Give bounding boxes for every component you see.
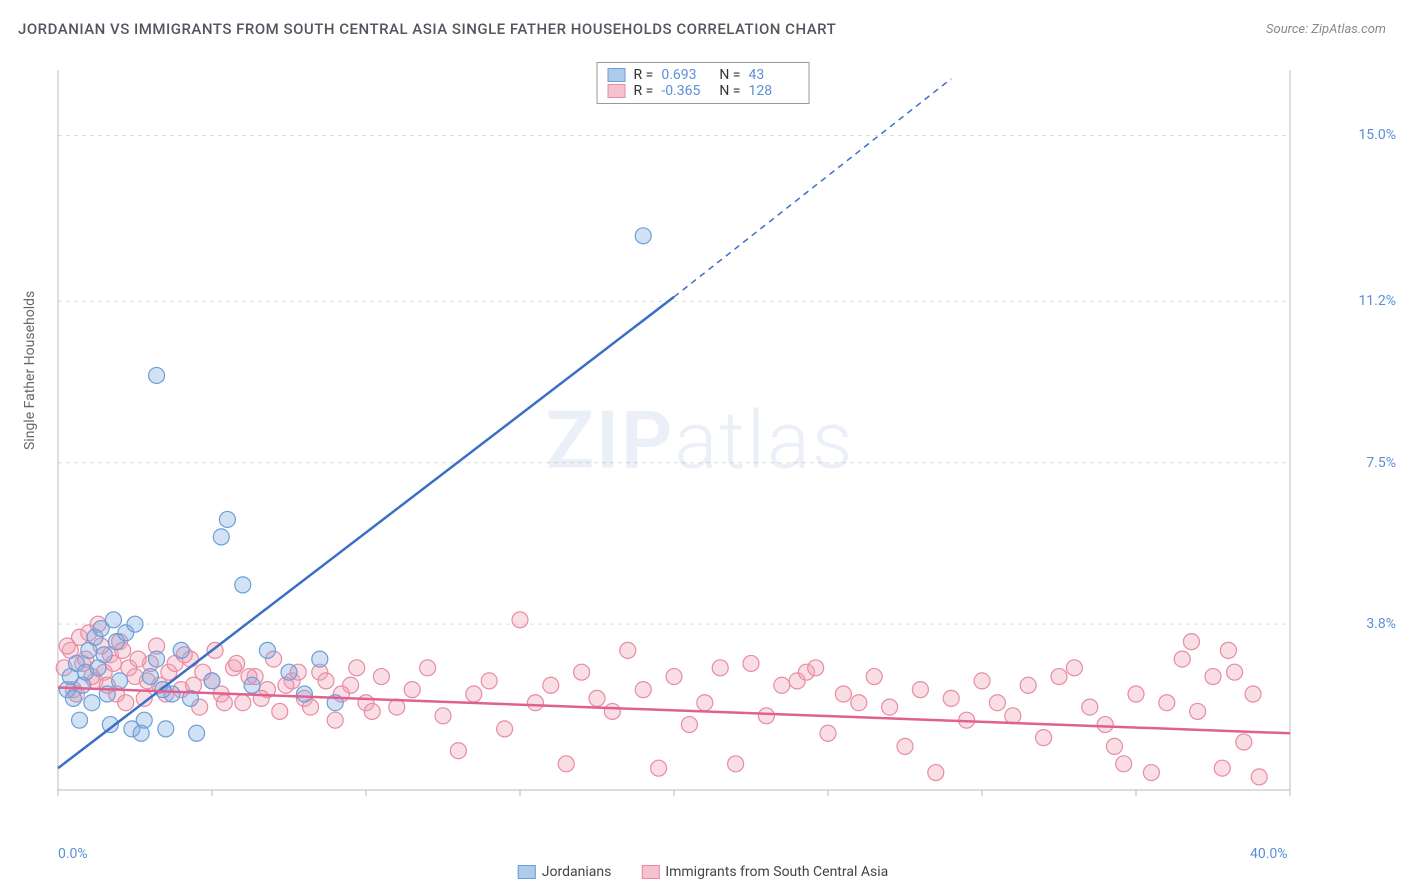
n-label: N =	[719, 83, 740, 99]
scatter-chart	[50, 60, 1350, 830]
y-tick-label: 15.0%	[1358, 127, 1396, 143]
legend-swatch-1	[608, 84, 626, 98]
legend-row-series-1: R = -0.365 N = 128	[608, 83, 799, 99]
series-legend: Jordanians Immigrants from South Central…	[518, 864, 888, 880]
x-tick-label: 0.0%	[58, 846, 88, 862]
r-label: R =	[634, 67, 654, 83]
x-tick-label: 40.0%	[1250, 846, 1288, 862]
y-tick-label: 11.2%	[1358, 293, 1396, 309]
chart-title: JORDANIAN VS IMMIGRANTS FROM SOUTH CENTR…	[18, 20, 836, 38]
plot-area: ZIPatlas	[50, 60, 1350, 830]
legend-swatch-0	[608, 68, 626, 82]
r-value-0: 0.693	[661, 67, 711, 83]
legend-swatch-bottom-0	[518, 865, 536, 879]
n-value-0: 43	[748, 67, 798, 83]
legend-item-1: Immigrants from South Central Asia	[641, 864, 888, 880]
legend-swatch-bottom-1	[641, 865, 659, 879]
y-tick-label: 7.5%	[1366, 455, 1396, 471]
r-value-1: -0.365	[661, 83, 711, 99]
legend-label-1: Immigrants from South Central Asia	[665, 864, 888, 880]
legend-row-series-0: R = 0.693 N = 43	[608, 67, 799, 83]
n-label: N =	[719, 67, 740, 83]
r-label: R =	[634, 83, 654, 99]
correlation-legend: R = 0.693 N = 43 R = -0.365 N = 128	[597, 62, 810, 104]
legend-item-0: Jordanians	[518, 864, 612, 880]
n-value-1: 128	[748, 83, 798, 99]
y-axis-title: Single Father Households	[22, 291, 38, 450]
source-attribution: Source: ZipAtlas.com	[1266, 22, 1386, 37]
legend-label-0: Jordanians	[542, 864, 612, 880]
y-tick-label: 3.8%	[1366, 616, 1396, 632]
